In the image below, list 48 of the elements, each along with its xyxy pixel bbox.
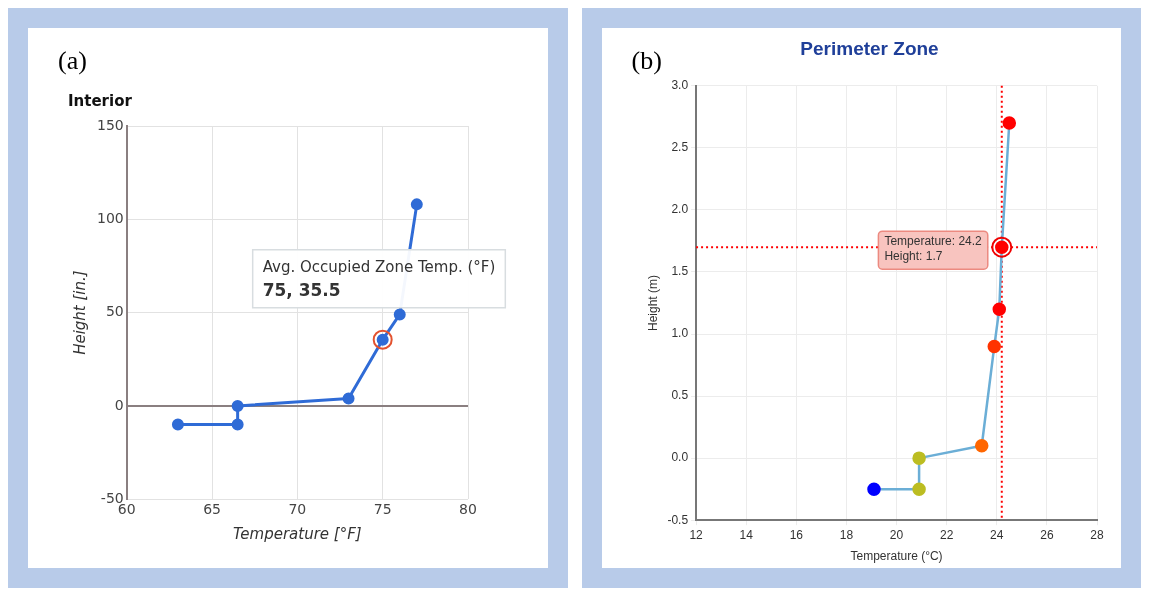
y-tick-label: 1.5 xyxy=(670,264,688,279)
x-tick-label: 65 xyxy=(203,501,221,518)
point xyxy=(987,339,1001,354)
text: (b) xyxy=(631,46,662,76)
x-tick-label: 12 xyxy=(688,527,703,542)
y-tick-label: 3.0 xyxy=(670,78,688,93)
x-tick-label: 80 xyxy=(459,501,477,518)
point xyxy=(342,392,355,405)
x-tick-label: 70 xyxy=(288,501,307,518)
text: (a) xyxy=(58,46,87,76)
y-tick-label: 0.5 xyxy=(670,388,688,403)
point xyxy=(974,438,988,453)
x-tick-label: 20 xyxy=(889,527,904,542)
y-tick-label: 0.0 xyxy=(670,450,688,465)
point xyxy=(992,302,1006,316)
x-tick-label: 14 xyxy=(739,527,753,542)
y-axis-title: Height (m) xyxy=(645,274,660,332)
y-tick-label: 2.0 xyxy=(670,202,688,217)
chart-title: Interior xyxy=(68,91,133,110)
x-axis-title: Temperature (°C) xyxy=(849,549,943,564)
x-tick-label: 26 xyxy=(1039,527,1054,542)
y-tick-label: 150 xyxy=(96,116,124,133)
x-tick-label: 16 xyxy=(789,527,803,542)
point xyxy=(911,451,926,465)
point xyxy=(1002,116,1016,130)
y-tick-label: 100 xyxy=(96,209,124,226)
point xyxy=(866,482,881,496)
annotation: Avg. Occupied Zone Temp. (°F) 75, 35.5 xyxy=(262,257,496,300)
x-tick-label: 75 xyxy=(373,501,392,518)
x-axis-title: Temperature [°F] xyxy=(233,524,362,543)
point xyxy=(911,482,926,496)
x-tick-label: 24 xyxy=(989,527,1004,542)
point xyxy=(410,198,423,211)
chart-title: Perimeter Zone xyxy=(799,37,939,59)
y-tick-label: 0 xyxy=(114,396,124,413)
y-tick-label: -0.5 xyxy=(666,512,688,527)
y-tick-label: 1.0 xyxy=(670,326,688,341)
x-tick-label: 22 xyxy=(939,527,954,542)
y-tick-label: 50 xyxy=(105,303,124,320)
point xyxy=(231,399,244,412)
point xyxy=(393,308,406,321)
annotation: Temperature: 24.2 Height: 1.7 xyxy=(883,234,982,264)
point xyxy=(231,418,244,431)
y-axis-title: Height [in.] xyxy=(70,270,89,355)
point xyxy=(171,418,184,431)
x-tick-label: 18 xyxy=(839,527,853,542)
y-tick-label: 2.5 xyxy=(670,140,688,155)
x-tick-label: 28 xyxy=(1089,527,1104,542)
